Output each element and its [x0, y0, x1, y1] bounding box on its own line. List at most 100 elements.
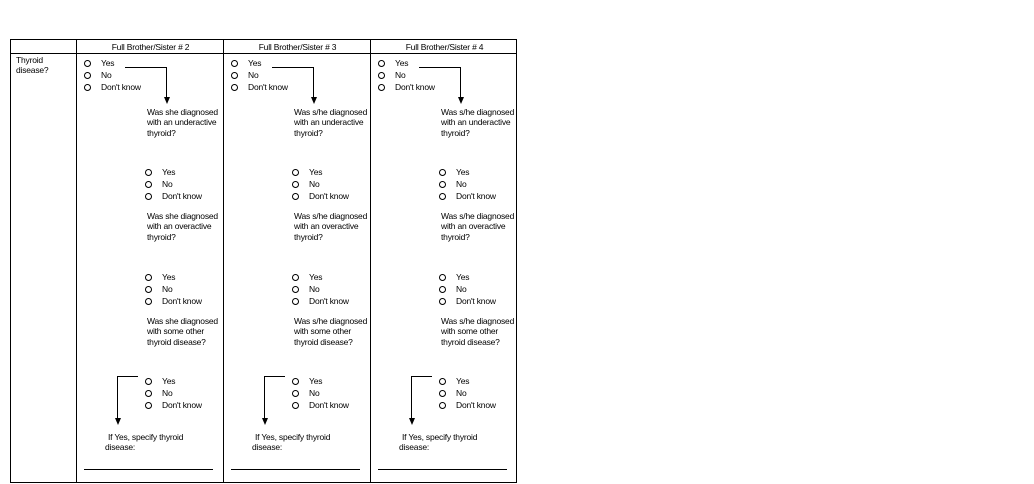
- option-label: Don't know: [456, 191, 496, 201]
- option-label: Don't know: [456, 296, 496, 306]
- radio-q2_options-2[interactable]: [439, 298, 446, 305]
- radio-main_options-0[interactable]: [231, 60, 238, 67]
- question-overactive: Was s/he diagnosed with an overactive th…: [441, 211, 515, 242]
- question-underactive: Was s/he diagnosed with an underactive t…: [441, 107, 515, 138]
- option-label: Yes: [162, 272, 176, 282]
- option-label: Yes: [101, 58, 115, 68]
- sibling-column: Yes No Don't know Was s/he diagnosed wit…: [224, 54, 371, 484]
- branch-line: [264, 376, 285, 377]
- branch-line: [419, 67, 461, 68]
- branch-line: [411, 376, 412, 419]
- column-divider: [223, 40, 224, 482]
- option-label: No: [309, 388, 320, 398]
- option-label: Yes: [162, 167, 176, 177]
- radio-q3_options-1[interactable]: [145, 390, 152, 397]
- option-label: Don't know: [456, 400, 496, 410]
- question-other: Was s/he diagnosed with some other thyro…: [294, 316, 368, 347]
- option-label: No: [456, 388, 467, 398]
- radio-q3_options-1[interactable]: [292, 390, 299, 397]
- radio-q1_options-2[interactable]: [292, 193, 299, 200]
- radio-q1_options-0[interactable]: [145, 169, 152, 176]
- radio-q2_options-2[interactable]: [292, 298, 299, 305]
- radio-q1_options-1[interactable]: [145, 181, 152, 188]
- radio-q2_options-1[interactable]: [145, 286, 152, 293]
- radio-q3_options-1[interactable]: [439, 390, 446, 397]
- column-header: Full Brother/Sister # 3: [258, 42, 337, 52]
- radio-main_options-2[interactable]: [378, 84, 385, 91]
- radio-q2_options-1[interactable]: [439, 286, 446, 293]
- option-label: No: [309, 284, 320, 294]
- option-label: Don't know: [395, 82, 435, 92]
- option-label: Yes: [456, 167, 470, 177]
- option-label: No: [162, 284, 173, 294]
- specify-input-line[interactable]: [84, 469, 213, 470]
- option-label: No: [162, 388, 173, 398]
- arrow-down-icon: [163, 97, 170, 104]
- option-label: Yes: [309, 167, 323, 177]
- radio-q1_options-0[interactable]: [292, 169, 299, 176]
- option-label: No: [162, 179, 173, 189]
- option-label: No: [101, 70, 112, 80]
- sibling-column: Yes No Don't know Was she diagnosed with…: [77, 54, 224, 484]
- specify-label: If Yes, specify thyroid disease:: [252, 432, 331, 453]
- specify-input-line[interactable]: [378, 469, 507, 470]
- radio-q1_options-1[interactable]: [439, 181, 446, 188]
- option-label: Don't know: [162, 400, 202, 410]
- option-label: Yes: [456, 272, 470, 282]
- radio-main_options-1[interactable]: [84, 72, 91, 79]
- radio-q3_options-2[interactable]: [145, 402, 152, 409]
- branch-line: [460, 67, 461, 97]
- option-label: No: [456, 284, 467, 294]
- option-label: Don't know: [162, 191, 202, 201]
- radio-q2_options-0[interactable]: [145, 274, 152, 281]
- header-row: [11, 40, 516, 54]
- question-underactive: Was she diagnosed with an underactive th…: [147, 107, 218, 138]
- option-label: No: [395, 70, 406, 80]
- branch-line: [166, 67, 167, 97]
- radio-q3_options-0[interactable]: [439, 378, 446, 385]
- branch-line: [272, 67, 314, 68]
- radio-main_options-0[interactable]: [378, 60, 385, 67]
- column-header: Full Brother/Sister # 2: [111, 42, 190, 52]
- radio-q3_options-0[interactable]: [292, 378, 299, 385]
- specify-label: If Yes, specify thyroid disease:: [105, 432, 184, 453]
- option-label: Yes: [309, 376, 323, 386]
- sibling-column: Yes No Don't know Was s/he diagnosed wit…: [371, 54, 518, 484]
- row-label: Thyroid disease?: [16, 55, 49, 75]
- question-overactive: Was s/he diagnosed with an overactive th…: [294, 211, 368, 242]
- option-label: Yes: [248, 58, 262, 68]
- question-other: Was she diagnosed with some other thyroi…: [147, 316, 218, 347]
- radio-main_options-1[interactable]: [231, 72, 238, 79]
- radio-q1_options-2[interactable]: [145, 193, 152, 200]
- radio-q3_options-0[interactable]: [145, 378, 152, 385]
- radio-q2_options-2[interactable]: [145, 298, 152, 305]
- column-divider: [370, 40, 371, 482]
- option-label: Don't know: [309, 400, 349, 410]
- radio-main_options-1[interactable]: [378, 72, 385, 79]
- radio-q2_options-0[interactable]: [292, 274, 299, 281]
- radio-q1_options-1[interactable]: [292, 181, 299, 188]
- specify-label: If Yes, specify thyroid disease:: [399, 432, 478, 453]
- radio-main_options-2[interactable]: [84, 84, 91, 91]
- radio-q2_options-1[interactable]: [292, 286, 299, 293]
- radio-q3_options-2[interactable]: [292, 402, 299, 409]
- question-overactive: Was she diagnosed with an overactive thy…: [147, 211, 218, 242]
- radio-main_options-2[interactable]: [231, 84, 238, 91]
- radio-q1_options-2[interactable]: [439, 193, 446, 200]
- branch-line: [264, 376, 265, 419]
- option-label: No: [456, 179, 467, 189]
- specify-input-line[interactable]: [231, 469, 360, 470]
- branch-line: [117, 376, 138, 377]
- option-label: Yes: [456, 376, 470, 386]
- option-label: No: [309, 179, 320, 189]
- arrow-down-icon: [310, 97, 317, 104]
- thyroid-question-table: Thyroid disease? Full Brother/Sister # 2…: [10, 39, 517, 483]
- option-label: Don't know: [309, 191, 349, 201]
- radio-q1_options-0[interactable]: [439, 169, 446, 176]
- radio-main_options-0[interactable]: [84, 60, 91, 67]
- radio-q3_options-2[interactable]: [439, 402, 446, 409]
- question-other: Was s/he diagnosed with some other thyro…: [441, 316, 515, 347]
- column-divider: [76, 40, 77, 482]
- column-header: Full Brother/Sister # 4: [405, 42, 484, 52]
- radio-q2_options-0[interactable]: [439, 274, 446, 281]
